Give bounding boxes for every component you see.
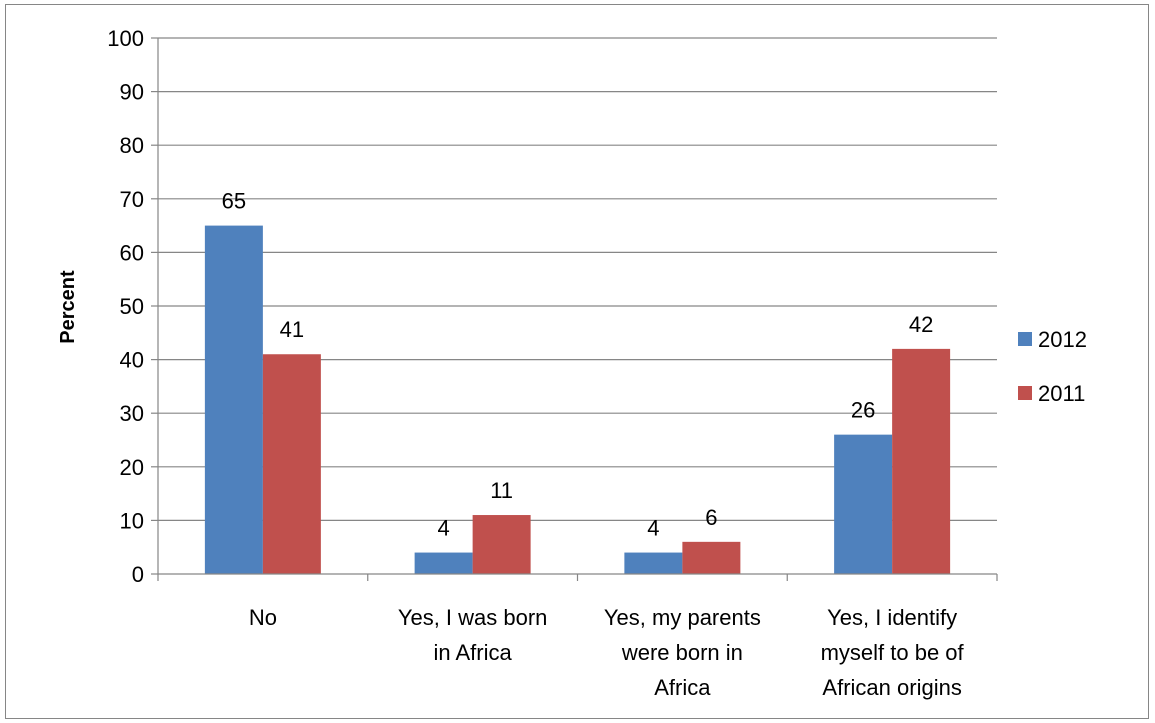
y-tick-label: 50 <box>120 294 144 319</box>
legend-swatch-2011 <box>1018 386 1032 400</box>
data-label: 26 <box>851 398 875 423</box>
y-tick-label: 80 <box>120 133 144 158</box>
x-category-label: Yes, my parents were born in Africa <box>604 605 761 700</box>
bar-2011 <box>892 348 951 574</box>
bar-2012 <box>204 225 263 574</box>
data-label: 4 <box>647 516 659 541</box>
data-label: 42 <box>909 312 933 337</box>
data-label: 41 <box>280 317 304 342</box>
y-tick-label: 10 <box>120 508 144 533</box>
y-tick-label: 60 <box>120 240 144 265</box>
y-tick-label: 30 <box>120 401 144 426</box>
y-tick-label: 90 <box>120 80 144 105</box>
data-label: 4 <box>438 516 450 541</box>
legend: 2012 2011 <box>1018 327 1087 406</box>
bar-2012 <box>834 434 893 574</box>
y-tick-label: 70 <box>120 187 144 212</box>
axes <box>151 37 998 581</box>
x-category-label: Yes, I was born in Africa <box>398 605 548 665</box>
y-tick-label: 0 <box>132 562 144 587</box>
y-tick-label: 40 <box>120 348 144 373</box>
x-category-label: No <box>249 605 277 630</box>
bar-2011 <box>472 515 531 574</box>
x-category-label: Yes, I identify myself to be of African or… <box>821 605 965 700</box>
bar-2011 <box>262 354 321 574</box>
y-tick-label: 20 <box>120 455 144 480</box>
data-label: 11 <box>490 478 513 503</box>
legend-swatch-2012 <box>1018 332 1032 346</box>
legend-label: 2011 <box>1038 381 1085 406</box>
labels: 0 10 20 30 40 50 60 70 80 90 100 65 41 No 4 11 Yes, I wa… <box>107 26 964 700</box>
chart-frame <box>5 4 1149 719</box>
legend-label: 2012 <box>1038 327 1087 352</box>
data-label: 6 <box>705 505 717 530</box>
bars <box>204 225 951 574</box>
bar-2012 <box>414 552 473 574</box>
data-label: 65 <box>222 189 246 214</box>
bar-2011 <box>682 541 741 574</box>
y-tick-label: 100 <box>107 26 144 51</box>
bar-2012 <box>624 552 683 574</box>
y-axis-title: Percent <box>57 270 79 344</box>
